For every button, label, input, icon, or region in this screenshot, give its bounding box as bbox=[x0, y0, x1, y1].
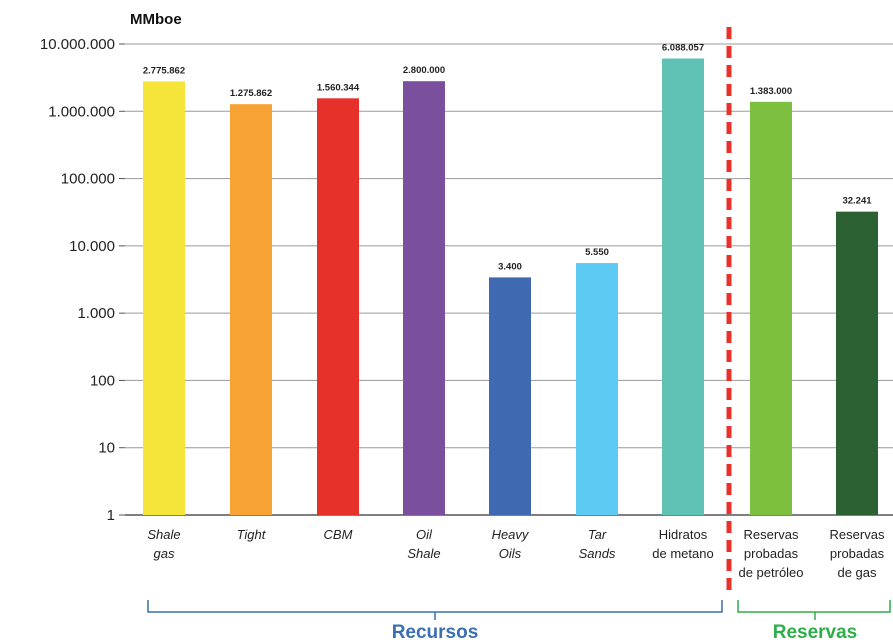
y-tick-label: 100 bbox=[90, 372, 115, 389]
x-tick-label: CBM bbox=[324, 527, 353, 542]
x-tick-label: Oil Shale bbox=[407, 527, 440, 561]
data-label: 1.383.000 bbox=[750, 86, 792, 97]
group-bracket bbox=[147, 600, 723, 620]
bar bbox=[750, 101, 792, 515]
bar bbox=[576, 263, 618, 515]
value-labels: 2.775.862 1.275.862 1.560.344 2.800.000 3.40… bbox=[143, 43, 872, 273]
bar bbox=[143, 81, 185, 516]
x-tick-label: Shale gas bbox=[147, 527, 180, 561]
data-label: 2.800.000 bbox=[403, 65, 445, 76]
data-label: 1.560.344 bbox=[317, 82, 360, 93]
x-tick-label: Tar Sands bbox=[579, 527, 616, 561]
bar bbox=[403, 81, 445, 515]
x-tick-label: Heavy Oils bbox=[492, 527, 530, 561]
unit-label: MMboe bbox=[130, 11, 182, 28]
x-tick-label: Reservas probadas de petróleo bbox=[738, 527, 803, 580]
data-label: 5.550 bbox=[585, 247, 609, 258]
y-tick-label: 1 bbox=[107, 507, 115, 524]
x-tick-label: Tight bbox=[237, 527, 267, 542]
y-tick-label: 100.000 bbox=[61, 171, 115, 188]
group-label: Reservas bbox=[773, 622, 858, 643]
data-label: 2.775.862 bbox=[143, 65, 185, 76]
bar bbox=[489, 277, 531, 515]
group-bracket bbox=[737, 600, 891, 620]
bar bbox=[317, 98, 359, 516]
category-labels: Shale gas Tight CBM Oil Shale Heavy Oils Tar Sand… bbox=[147, 527, 885, 580]
y-tick-label: 10.000 bbox=[69, 238, 115, 255]
y-axis: 1 10 100 1.000 10.000 100.000 1.000.000 10.000.… bbox=[40, 36, 125, 524]
y-tick-label: 10.000.000 bbox=[40, 36, 115, 53]
data-label: 3.400 bbox=[498, 261, 522, 272]
group-brackets: Recursos Reservas bbox=[147, 600, 891, 643]
y-tick-label: 10 bbox=[98, 440, 115, 457]
x-tick-label: Hidratos de metano bbox=[652, 527, 713, 561]
data-label: 1.275.862 bbox=[230, 88, 272, 99]
bar bbox=[662, 58, 704, 516]
data-label: 32.241 bbox=[842, 196, 872, 207]
data-label: 6.088.057 bbox=[662, 43, 704, 54]
y-tick-label: 1.000 bbox=[77, 305, 115, 322]
bars bbox=[143, 58, 878, 516]
y-tick-label: 1.000.000 bbox=[48, 103, 115, 120]
group-label: Recursos bbox=[392, 622, 479, 643]
x-tick-label: Reservas probadas de gas bbox=[830, 527, 885, 580]
bar bbox=[230, 104, 272, 516]
bar bbox=[836, 211, 878, 516]
